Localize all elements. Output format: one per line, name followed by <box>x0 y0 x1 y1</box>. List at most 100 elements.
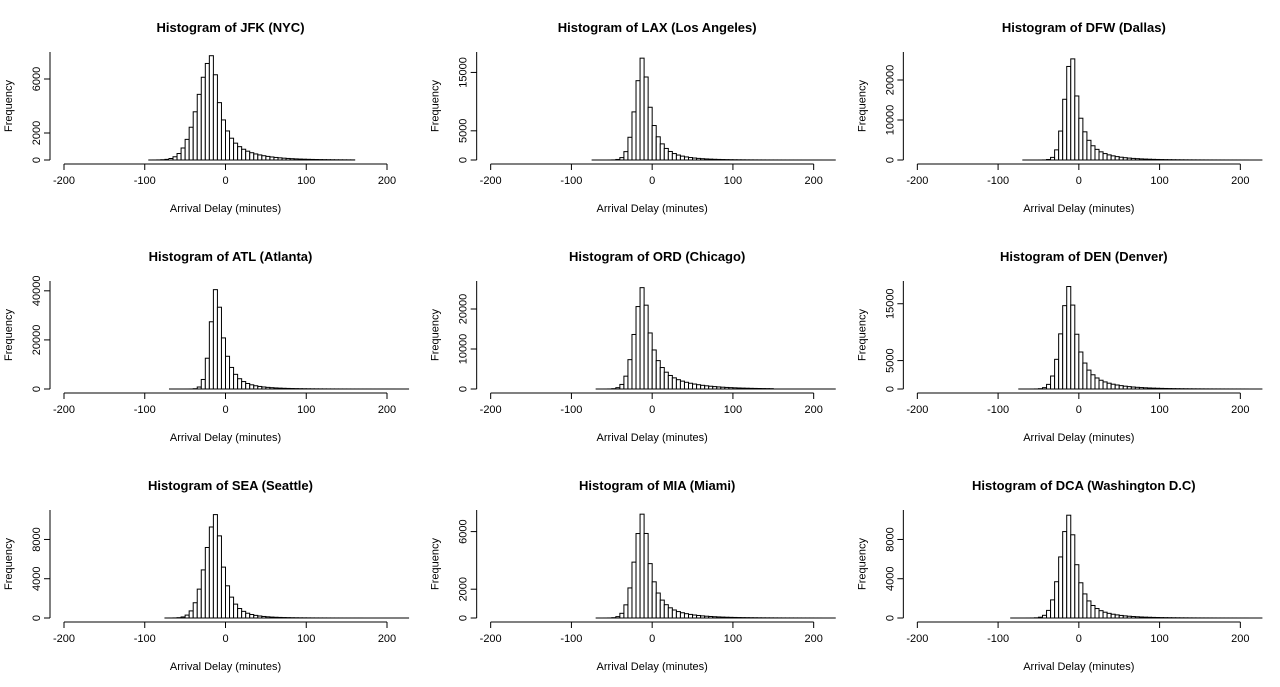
histogram-bar <box>216 306 222 390</box>
histogram-bar <box>216 102 222 161</box>
histogram-bar <box>188 126 194 161</box>
histogram-bar <box>635 533 641 619</box>
histogram-panel: Histogram of ATL (Atlanta) -200 -100 0 100 20… <box>3 249 410 444</box>
histogram-bar <box>176 153 182 161</box>
histogram-bar <box>1078 117 1084 161</box>
x-tick-label: 100 <box>297 633 315 645</box>
x-tick-label: 100 <box>1150 404 1168 416</box>
x-tick-label: -100 <box>560 633 582 645</box>
x-tick-label: 0 <box>1076 633 1082 645</box>
y-axis-label: Frequency <box>3 538 15 590</box>
histogram-bar <box>249 613 255 619</box>
histogram-bar <box>683 381 690 390</box>
histogram-bar <box>204 357 210 390</box>
x-tick-label: -200 <box>53 633 75 645</box>
x-tick-label: 0 <box>222 175 228 187</box>
chart-title: Histogram of ATL (Atlanta) <box>149 249 313 264</box>
y-tick-label: 20000 <box>884 65 896 96</box>
histogram-bar <box>1110 155 1116 161</box>
histogram-bar <box>208 526 214 619</box>
histogram-bar <box>265 155 271 161</box>
chart-title: Histogram of DFW (Dallas) <box>1002 20 1166 35</box>
y-tick-label: 0 <box>884 157 896 163</box>
chart-title: Histogram of MIA (Miami) <box>579 478 735 493</box>
histogram-bar <box>212 74 218 161</box>
histogram-bar <box>683 613 690 619</box>
histogram-bar <box>639 57 645 161</box>
histogram-bar <box>643 304 649 390</box>
histogram-panel: Histogram of MIA (Miami) -200 -100 0 100 200 A… <box>430 478 836 673</box>
x-tick-label: 0 <box>649 175 655 187</box>
histogram-bar <box>688 613 694 619</box>
bars <box>164 514 364 619</box>
histogram-bar <box>225 130 231 161</box>
y-axis-label: Frequency <box>430 80 442 132</box>
y-tick-label: 6000 <box>31 67 43 91</box>
histogram-bar <box>253 153 259 161</box>
histogram-panel: Histogram of ORD (Chicago) -200 -100 0 100 20… <box>430 249 836 444</box>
histogram-bar <box>233 603 239 619</box>
histogram-bar <box>1050 375 1056 390</box>
histogram-bar <box>245 150 251 161</box>
histogram-bar <box>1066 65 1072 161</box>
histogram-bar <box>241 381 247 390</box>
histogram-panel: Histogram of LAX (Los Angeles) -200 -100 0 1… <box>430 20 836 215</box>
histogram-bar <box>229 596 235 619</box>
histogram-bar <box>631 561 637 619</box>
x-axis-label: Arrival Delay (minutes) <box>597 203 708 215</box>
histogram-bar <box>667 150 673 161</box>
histogram-bar <box>700 384 706 390</box>
histogram-bar <box>1078 351 1084 390</box>
histogram-bar <box>277 157 283 161</box>
x-tick-label: -200 <box>53 175 75 187</box>
x-tick-label: 200 <box>804 633 822 645</box>
y-axis-label: Frequency <box>430 309 442 361</box>
histogram-bar <box>200 569 206 619</box>
histogram-bar <box>623 151 629 161</box>
histogram-bar <box>164 158 170 161</box>
histogram-bar <box>1106 154 1112 161</box>
chart-title: Histogram of DCA (Washington D.C) <box>972 478 1196 493</box>
histogram-bar <box>229 366 235 390</box>
y-tick-label: 10000 <box>458 334 470 365</box>
histogram-bar <box>1086 139 1092 161</box>
x-tick-label: 100 <box>724 404 742 416</box>
y-axis-label: Frequency <box>856 538 868 590</box>
histogram-bar <box>1086 600 1092 619</box>
histogram-bar <box>667 607 673 619</box>
x-tick-label: 200 <box>804 175 822 187</box>
histogram-bar <box>1094 377 1100 390</box>
histogram-bar <box>1098 379 1104 390</box>
chart-title: Histogram of DEN (Denver) <box>1000 249 1168 264</box>
histogram-bar <box>229 137 235 161</box>
histogram-bar <box>212 514 218 619</box>
histogram-bar <box>631 111 637 161</box>
histogram-bar <box>200 378 206 390</box>
histogram-bar <box>180 147 186 161</box>
histogram-bar <box>257 154 263 161</box>
histogram-bar <box>1066 514 1072 619</box>
bars <box>1029 286 1249 390</box>
histogram-bar <box>679 155 685 161</box>
histogram-bar <box>225 585 231 619</box>
histogram-bar <box>631 333 637 390</box>
histogram-bar <box>671 153 677 161</box>
histogram-bar <box>655 136 661 161</box>
y-tick-label: 0 <box>458 157 470 163</box>
x-axis-label: Arrival Delay (minutes) <box>597 661 708 673</box>
histogram-bar <box>1054 581 1060 619</box>
histogram-panel: Histogram of DCA (Washington D.C) -200 -10… <box>856 478 1263 673</box>
histogram-bar <box>692 383 698 390</box>
bars <box>603 287 774 390</box>
histogram-bar <box>671 609 677 619</box>
y-tick-label: 0 <box>31 157 43 163</box>
histogram-bar <box>1106 382 1112 390</box>
histogram-bar <box>196 588 202 619</box>
histogram-panel: Histogram of JFK (NYC) -200 -100 0 100 200 Arr… <box>3 20 396 215</box>
histogram-bar <box>261 155 267 161</box>
y-tick-label: 0 <box>458 386 470 392</box>
histogram-bar <box>309 158 315 161</box>
x-tick-label: -100 <box>560 404 582 416</box>
x-tick-label: -100 <box>134 175 156 187</box>
x-axis-label: Arrival Delay (minutes) <box>1023 661 1134 673</box>
